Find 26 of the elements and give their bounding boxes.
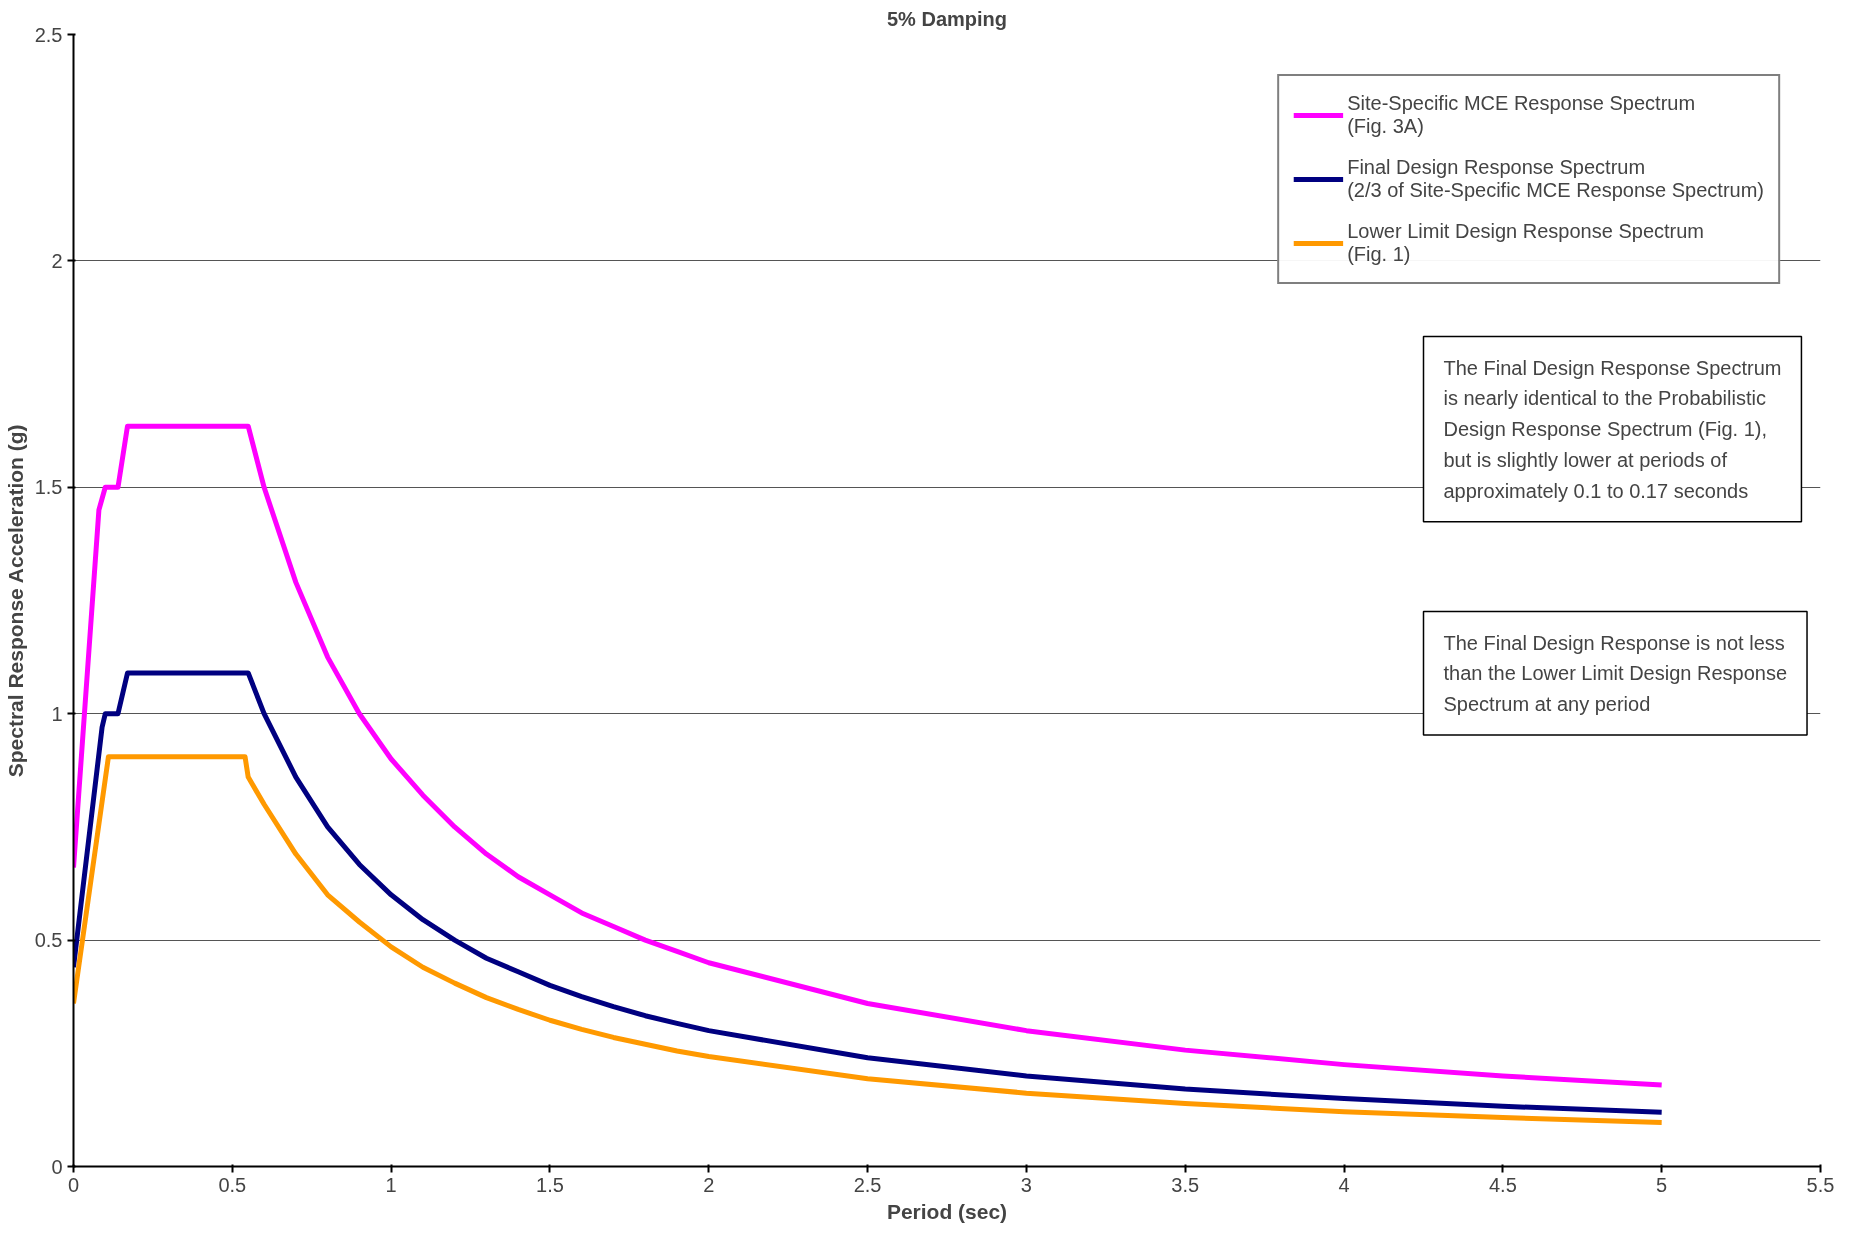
x-tick-label: 4.5 (1488, 1173, 1517, 1196)
x-tick-label: 0.5 (218, 1173, 247, 1196)
y-axis-title: Spectral Response Acceleration (g) (3, 424, 27, 778)
x-tick-label: 1.5 (536, 1173, 564, 1196)
annotation: The Final Design Response Spectrum is nearly identical to the Probabilistic Design Response Spectrum (Fig. 1), but is slightly lower at periods of approximately 0.1 to 0.17 seconds (1443, 356, 1782, 502)
annotation: The Final Design Response is not less than the Lower Limit Design Response Spectrum at any period (1443, 631, 1788, 716)
y-tick-label: 0.5 (34, 929, 63, 952)
x-tick-label: 2 (703, 1173, 715, 1196)
x-tick-label: 3.5 (1171, 1173, 1200, 1196)
x-axis-title: Period (sec) (886, 1199, 1008, 1223)
x-tick-label: 2.5 (853, 1173, 882, 1196)
y-tick-label: 1 (51, 702, 63, 725)
x-tick-label: 1 (385, 1173, 397, 1196)
x-tick-label: 0 (67, 1173, 80, 1196)
x-tick-label: 4 (1338, 1173, 1350, 1196)
legend-label: Site-Specific MCE Response Spectrum (Fig. 3A) (1347, 91, 1696, 139)
y-tick-label: 1.5 (34, 476, 63, 499)
y-tick-label: 2.5 (34, 23, 63, 46)
x-tick-label: 3 (1020, 1173, 1032, 1196)
legend-label: Final Design Response Spectrum (2/3 of Site-Specific MCE Response Spectrum) (1347, 155, 1764, 203)
legend-label: Lower Limit Design Response Spectrum (Fig. 1) (1347, 219, 1704, 267)
x-tick-label: 5 (1656, 1173, 1668, 1196)
y-tick-label: 0 (51, 1155, 63, 1178)
x-tick-label: 5.5 (1806, 1173, 1835, 1196)
chart-title: 5% Damping (886, 7, 1008, 30)
y-tick-label: 2 (51, 249, 63, 272)
